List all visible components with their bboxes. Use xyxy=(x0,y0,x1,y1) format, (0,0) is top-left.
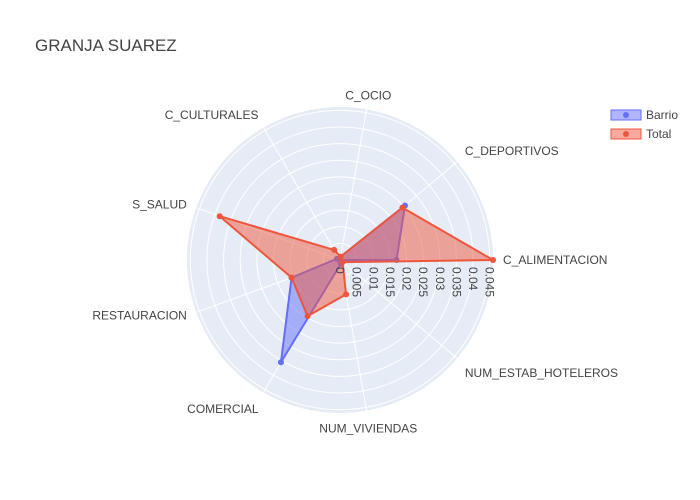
grid-spoke xyxy=(339,109,368,261)
radial-tick-label: 0.035 xyxy=(449,267,463,297)
series-total-area xyxy=(218,206,494,318)
radial-tick-label: 0.025 xyxy=(416,267,430,297)
point-total-comercial xyxy=(304,313,311,320)
legend-label: Total xyxy=(646,127,671,141)
point-total-c_deportivos xyxy=(399,204,406,211)
radial-tick-label: 0.045 xyxy=(483,267,497,297)
point-total-num_viviendas xyxy=(343,291,350,298)
point-total-c_ocio xyxy=(337,253,344,260)
radial-tick-label: 0.02 xyxy=(400,267,414,291)
point-total-s_salud xyxy=(216,213,223,220)
radial-tick-label: 0.01 xyxy=(366,267,380,291)
legend-item-barrio[interactable]: Barrio xyxy=(610,108,678,122)
grid-spoke xyxy=(263,127,341,261)
point-total-restauracion xyxy=(288,274,295,281)
category-label: S_SALUD xyxy=(132,197,187,211)
category-labels: C_ALIMENTACION C_DEPORTIVOS C_OCIO C_CULTUR… xyxy=(92,88,618,435)
radial-tick-label: 0 xyxy=(333,267,347,274)
legend: Barrio Total xyxy=(610,108,678,141)
category-label: C_OCIO xyxy=(345,88,391,102)
category-label: C_CULTURALES xyxy=(165,108,259,122)
category-label: C_DEPORTIVOS xyxy=(465,144,559,158)
legend-label: Barrio xyxy=(646,108,678,122)
legend-marker xyxy=(623,112,629,118)
series-layer xyxy=(216,202,496,366)
point-total-num_estab_hoteleros xyxy=(339,259,346,266)
radial-tick-labels: 0 0.005 0.01 0.015 0.02 0.025 0.03 0.035 0.04 0.0… xyxy=(333,267,497,297)
grid-spoke xyxy=(339,259,458,359)
category-label: RESTAURACION xyxy=(92,309,186,323)
category-label: NUM_ESTAB_HOTELEROS xyxy=(465,366,618,380)
legend-item-total[interactable]: Total xyxy=(610,127,671,141)
point-total-c_culturales xyxy=(331,246,338,253)
point-total-c_alimentacion xyxy=(490,257,496,263)
point-barrio-comercial xyxy=(277,359,284,366)
radial-tick-label: 0.005 xyxy=(350,267,364,297)
radial-tick-label: 0.04 xyxy=(466,267,480,291)
chart-title: GRANJA SUAREZ xyxy=(35,36,177,55)
radial-tick-label: 0.03 xyxy=(433,267,447,291)
legend-marker xyxy=(623,131,629,137)
category-label: NUM_VIVIENDAS xyxy=(319,422,417,436)
radial-tick-label: 0.015 xyxy=(383,267,397,297)
category-label: COMERCIAL xyxy=(187,402,259,416)
category-label: C_ALIMENTACION xyxy=(503,253,607,267)
